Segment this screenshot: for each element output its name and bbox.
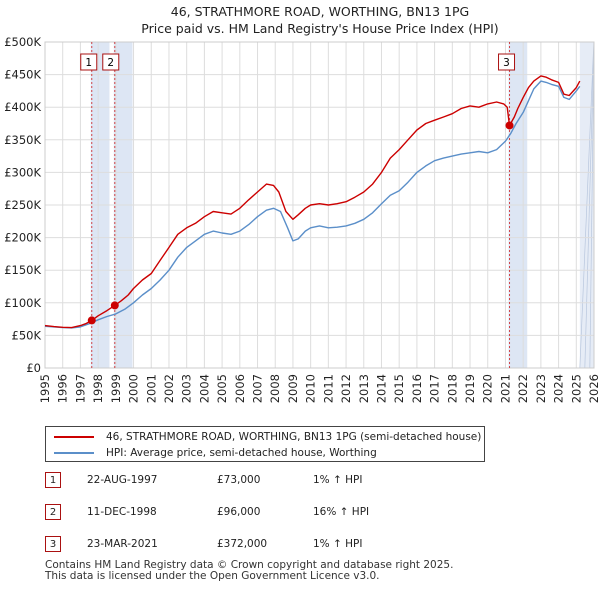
x-tick-label: 2017 — [428, 374, 442, 403]
legend-label-hpi: HPI: Average price, semi-detached house,… — [106, 447, 377, 459]
x-tick-label: 2005 — [215, 374, 229, 403]
table-row: 3 23-MAR-2021 £372,000 1% ↑ HPI — [45, 536, 445, 554]
transaction-date: 22-AUG-1997 — [87, 474, 158, 486]
legend: 46, STRATHMORE ROAD, WORTHING, BN13 1PG … — [45, 426, 485, 462]
y-tick-label: £500K — [4, 35, 41, 49]
sale-marker-2 — [110, 301, 119, 310]
legend-label-property: 46, STRATHMORE ROAD, WORTHING, BN13 1PG … — [106, 431, 482, 443]
y-axis: £0 £50K £100K £150K £200K £250K £300K £350K £400… — [4, 35, 41, 375]
x-tick-label: 1999 — [109, 374, 123, 403]
transaction-date: 23-MAR-2021 — [87, 538, 158, 550]
transaction-hpi: 1% ↑ HPI — [313, 538, 363, 550]
transaction-hpi: 16% ↑ HPI — [313, 506, 370, 518]
legend-item-hpi: HPI: Average price, semi-detached house,… — [54, 445, 377, 461]
x-tick-label: 2025 — [569, 374, 583, 403]
x-tick-label: 2004 — [197, 374, 211, 403]
x-tick-label: 2008 — [268, 374, 282, 403]
series-line-property — [44, 75, 581, 329]
y-tick-label: £0 — [26, 361, 41, 375]
x-tick-label: 2012 — [339, 374, 353, 403]
x-tick-label: 1997 — [73, 374, 87, 403]
transaction-number: 2 — [45, 504, 61, 520]
x-tick-label: 2015 — [392, 374, 406, 403]
x-tick-label: 2026 — [587, 374, 600, 403]
x-tick-label: 2011 — [321, 374, 335, 403]
y-tick-label: £50K — [12, 328, 42, 342]
sale-label-text-1: 1 — [85, 57, 92, 69]
y-tick-label: £350K — [4, 133, 41, 147]
y-tick-label: £250K — [4, 198, 41, 212]
x-tick-label: 2006 — [233, 374, 247, 403]
x-tick-label: 2009 — [286, 374, 300, 403]
footer-licence: This data is licensed under the Open Gov… — [45, 570, 380, 582]
sale-marker-1 — [87, 316, 96, 325]
x-tick-label: 2022 — [516, 374, 530, 403]
x-tick-label: 1998 — [91, 374, 105, 403]
legend-swatch-property — [54, 436, 94, 438]
table-row: 2 11-DEC-1998 £96,000 16% ↑ HPI — [45, 504, 445, 522]
y-tick-label: £450K — [4, 68, 41, 82]
footer-copyright: Contains HM Land Registry data © Crown c… — [45, 559, 454, 571]
legend-swatch-hpi — [54, 452, 94, 454]
x-tick-label: 2003 — [180, 374, 194, 403]
transaction-number: 3 — [45, 536, 61, 552]
x-tick-label: 2024 — [552, 374, 566, 403]
footer: Contains HM Land Registry data © Crown c… — [45, 560, 453, 582]
transaction-price: £96,000 — [217, 506, 261, 518]
chart-subtitle: Price paid vs. HM Land Registry's House … — [141, 21, 498, 36]
sale-label-box-2 — [102, 53, 120, 71]
x-tick-label: 2018 — [445, 374, 459, 403]
x-tick-label: 2023 — [534, 374, 548, 403]
chart-grid — [44, 41, 595, 369]
sale-marker-3 — [505, 121, 514, 130]
transaction-price: £372,000 — [217, 538, 268, 550]
x-tick-label: 2020 — [481, 374, 495, 403]
chart-sale-markers — [87, 121, 514, 325]
transaction-price: £73,000 — [217, 474, 261, 486]
transaction-hpi: 1% ↑ HPI — [313, 474, 363, 486]
transaction-date: 11-DEC-1998 — [87, 506, 157, 518]
x-tick-label: 2010 — [304, 374, 318, 403]
sale-label-box-1 — [80, 53, 98, 71]
y-tick-label: £200K — [4, 231, 41, 245]
x-tick-label: 1996 — [56, 374, 70, 403]
x-tick-label: 2014 — [374, 374, 388, 403]
y-tick-label: £300K — [4, 165, 41, 179]
series-line-hpi — [44, 80, 581, 329]
y-tick-label: £100K — [4, 296, 41, 310]
chart-series — [44, 75, 581, 329]
x-tick-label: 2007 — [251, 374, 265, 403]
x-tick-label: 2013 — [357, 374, 371, 403]
sale-label-text-3: 3 — [503, 57, 510, 69]
sale-label-text-2: 2 — [107, 57, 114, 69]
plot-frame — [44, 41, 595, 369]
x-tick-label: 2019 — [463, 374, 477, 403]
transaction-number: 1 — [45, 472, 61, 488]
x-axis: 1995 1996 1997 1998 1999 2000 2001 2002 2003 2004… — [38, 374, 600, 403]
x-tick-label: 1995 — [38, 374, 52, 403]
x-tick-label: 2021 — [498, 374, 512, 403]
chart-sale-labels: 1 2 3 — [80, 53, 516, 71]
sale-label-box-3 — [498, 53, 516, 71]
y-tick-label: £150K — [4, 263, 41, 277]
table-row: 1 22-AUG-1997 £73,000 1% ↑ HPI — [45, 472, 445, 490]
x-tick-label: 2000 — [127, 374, 141, 403]
legend-item-property: 46, STRATHMORE ROAD, WORTHING, BN13 1PG … — [54, 429, 481, 445]
x-tick-label: 2001 — [144, 374, 158, 403]
price-chart: 46, STRATHMORE ROAD, WORTHING, BN13 1PG … — [4, 4, 600, 403]
chart-title: 46, STRATHMORE ROAD, WORTHING, BN13 1PG — [171, 4, 470, 19]
y-tick-label: £400K — [4, 100, 41, 114]
x-tick-label: 2016 — [410, 374, 424, 403]
x-tick-label: 2002 — [162, 374, 176, 403]
